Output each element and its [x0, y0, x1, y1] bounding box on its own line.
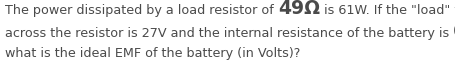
Text: is 61W. If the "load" voltage: is 61W. If the "load" voltage — [319, 4, 455, 17]
Text: 49Ω: 49Ω — [277, 0, 319, 18]
Text: 6Ω,: 6Ω, — [452, 22, 455, 41]
Text: The power dissipated by a load resistor of: The power dissipated by a load resistor … — [5, 4, 277, 17]
Text: across the resistor is 27V and the internal resistance of the battery is: across the resistor is 27V and the inter… — [5, 27, 452, 40]
Text: what is the ideal EMF of the battery (in Volts)?: what is the ideal EMF of the battery (in… — [5, 47, 300, 60]
